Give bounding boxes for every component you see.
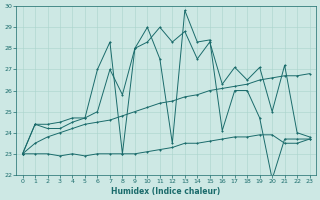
X-axis label: Humidex (Indice chaleur): Humidex (Indice chaleur) [111, 187, 221, 196]
